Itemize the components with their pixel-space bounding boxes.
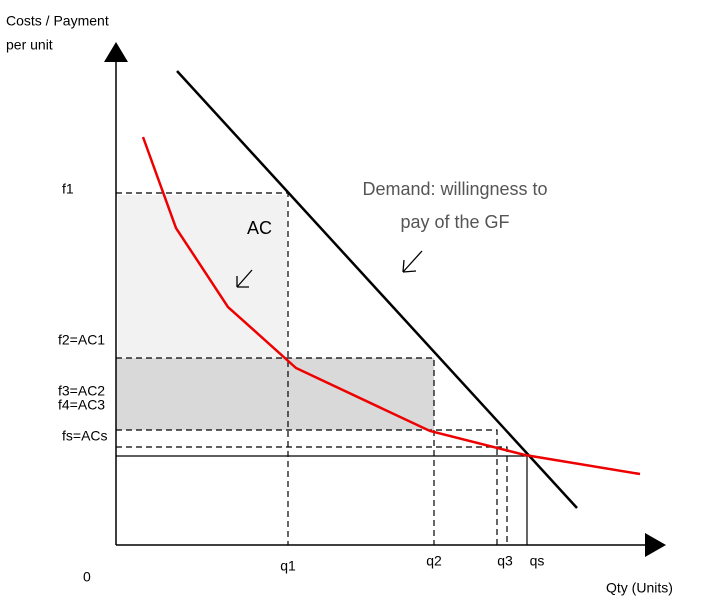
demand-label: Demand: willingness to <box>362 179 547 199</box>
y-arrow <box>104 42 128 62</box>
x-arrow <box>645 533 666 557</box>
y-axis-label: Costs / Payment <box>6 13 109 29</box>
x-label: q2 <box>426 553 442 569</box>
demand-line <box>176 70 578 509</box>
x-label: qs <box>530 553 545 569</box>
x-label: q3 <box>497 553 513 569</box>
demand-label: pay of the GF <box>400 212 509 232</box>
x-axis-label: Qty (Units) <box>606 580 673 596</box>
y-label: f4=AC3 <box>58 397 105 413</box>
ac-arrow <box>236 269 253 288</box>
y-label: f3=AC2 <box>58 383 105 399</box>
y-label: fs=ACs <box>62 428 108 444</box>
region-light <box>118 195 287 357</box>
y-label: f1 <box>62 181 74 197</box>
y-label: f2=AC1 <box>58 332 105 348</box>
ac-label: AC <box>247 218 272 238</box>
ac-curve <box>141 136 641 476</box>
x-label: q1 <box>280 558 296 574</box>
y-axis-label: per unit <box>6 37 53 53</box>
demand-arrow <box>402 250 423 273</box>
guide-solid <box>116 455 528 545</box>
origin-label: 0 <box>83 569 91 585</box>
region-dark <box>116 358 434 430</box>
